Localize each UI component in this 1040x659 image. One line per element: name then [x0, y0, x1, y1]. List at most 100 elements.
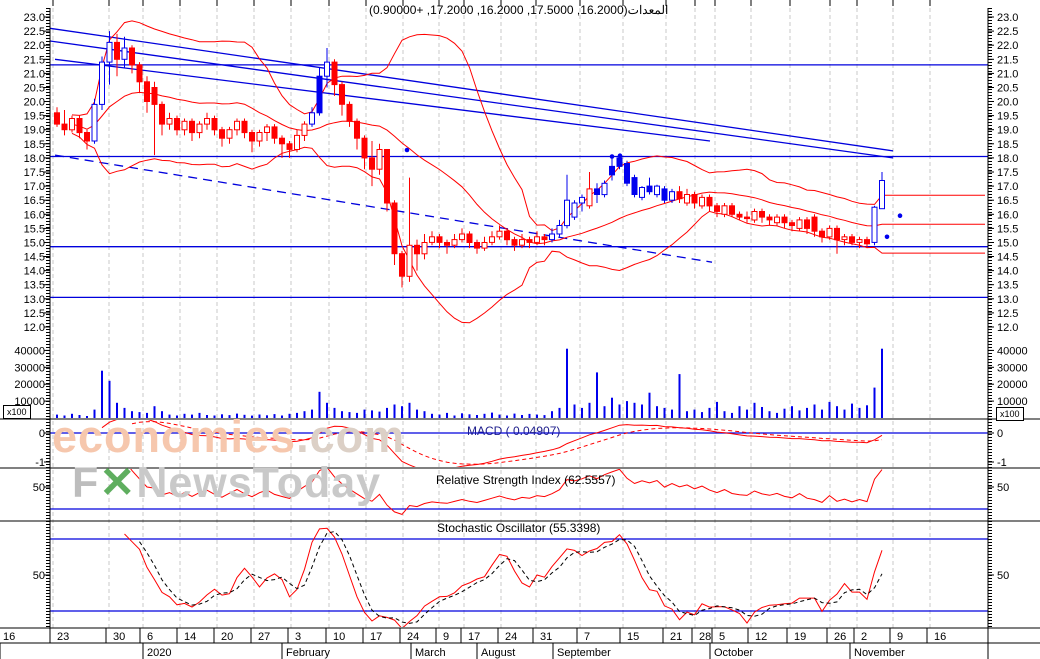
svg-text:18.5: 18.5	[997, 139, 1018, 151]
svg-text:16.5: 16.5	[24, 195, 45, 207]
security-name: المعدات	[627, 3, 669, 17]
svg-text:26: 26	[834, 631, 846, 643]
stochastic-indicator-label: Stochastic Oscillator (55.3398)	[437, 521, 601, 535]
svg-text:28: 28	[699, 631, 711, 643]
svg-text:10: 10	[333, 631, 345, 643]
svg-text:9: 9	[443, 631, 449, 643]
svg-text:21.0: 21.0	[997, 68, 1018, 80]
svg-text:15.0: 15.0	[997, 237, 1018, 249]
svg-text:40000: 40000	[14, 345, 45, 357]
ohlc-values: (16.2000, 17.5000, 16.2000, 17.2000, +0.…	[369, 3, 628, 17]
svg-text:17: 17	[468, 631, 480, 643]
svg-text:40000: 40000	[997, 345, 1028, 357]
svg-text:9: 9	[897, 631, 903, 643]
svg-text:19.5: 19.5	[24, 111, 45, 123]
svg-text:August: August	[481, 647, 515, 659]
svg-text:14.0: 14.0	[24, 266, 45, 278]
svg-text:13.5: 13.5	[24, 280, 45, 292]
left-axis-minor-ticks	[46, 8, 50, 628]
svg-text:3: 3	[295, 631, 301, 643]
svg-text:17.5: 17.5	[997, 167, 1018, 179]
svg-text:15.5: 15.5	[24, 223, 45, 235]
svg-text:16.0: 16.0	[997, 209, 1018, 221]
svg-text:16: 16	[3, 631, 15, 643]
svg-text:30000: 30000	[997, 362, 1028, 374]
svg-text:16.0: 16.0	[24, 209, 45, 221]
volume-scale-badge-right: x100	[996, 407, 1024, 421]
svg-text:18.0: 18.0	[24, 153, 45, 165]
svg-text:20.0: 20.0	[24, 97, 45, 109]
svg-text:18.0: 18.0	[997, 153, 1018, 165]
svg-text:21.5: 21.5	[997, 54, 1018, 66]
svg-text:12: 12	[755, 631, 767, 643]
volume-scale-badge-left: x100	[3, 405, 31, 419]
svg-text:February: February	[286, 647, 331, 659]
svg-text:2020: 2020	[147, 647, 171, 659]
svg-text:31: 31	[540, 631, 552, 643]
svg-text:50: 50	[997, 570, 1009, 582]
svg-text:24: 24	[505, 631, 517, 643]
svg-text:-1: -1	[997, 457, 1007, 469]
svg-text:30000: 30000	[14, 362, 45, 374]
svg-text:13.0: 13.0	[997, 294, 1018, 306]
svg-text:14.0: 14.0	[997, 266, 1018, 278]
svg-text:16: 16	[934, 631, 946, 643]
svg-text:30: 30	[113, 631, 125, 643]
svg-text:17.0: 17.0	[997, 181, 1018, 193]
svg-text:14.5: 14.5	[997, 252, 1018, 264]
svg-text:November: November	[854, 647, 905, 659]
svg-text:19: 19	[794, 631, 806, 643]
svg-text:16.5: 16.5	[997, 195, 1018, 207]
economies-watermark: economies.com	[52, 411, 406, 462]
svg-text:27: 27	[258, 631, 270, 643]
svg-text:19.5: 19.5	[997, 111, 1018, 123]
right-axis-minor-ticks	[988, 8, 992, 628]
svg-text:20.5: 20.5	[24, 82, 45, 94]
svg-text:22.5: 22.5	[24, 26, 45, 38]
svg-text:14: 14	[184, 631, 196, 643]
svg-text:0: 0	[997, 428, 1003, 440]
svg-text:5: 5	[719, 631, 725, 643]
svg-text:50: 50	[33, 482, 45, 494]
svg-text:23: 23	[57, 631, 69, 643]
svg-text:24: 24	[407, 631, 419, 643]
svg-text:6: 6	[147, 631, 153, 643]
macd-indicator-label: MACD ( 0.04907)	[467, 424, 561, 438]
svg-text:20000: 20000	[997, 379, 1028, 391]
svg-text:13.0: 13.0	[24, 294, 45, 306]
svg-text:23.0: 23.0	[997, 12, 1018, 24]
svg-text:20.0: 20.0	[997, 97, 1018, 109]
svg-text:15: 15	[627, 631, 639, 643]
svg-text:22.5: 22.5	[997, 26, 1018, 38]
svg-text:17.5: 17.5	[24, 167, 45, 179]
svg-text:21.5: 21.5	[24, 54, 45, 66]
svg-text:20: 20	[221, 631, 233, 643]
svg-text:October: October	[714, 647, 753, 659]
svg-text:10000: 10000	[997, 396, 1028, 408]
svg-text:21.0: 21.0	[24, 68, 45, 80]
svg-text:50: 50	[997, 482, 1009, 494]
svg-text:22.0: 22.0	[997, 40, 1018, 52]
svg-text:21: 21	[670, 631, 682, 643]
svg-text:22.0: 22.0	[24, 40, 45, 52]
svg-text:7: 7	[584, 631, 590, 643]
svg-text:0: 0	[39, 428, 45, 440]
svg-text:-1: -1	[35, 457, 45, 469]
svg-text:12.0: 12.0	[24, 322, 45, 334]
svg-text:March: March	[415, 647, 446, 659]
svg-text:12.5: 12.5	[997, 308, 1018, 320]
svg-text:12.5: 12.5	[24, 308, 45, 320]
svg-text:50: 50	[33, 570, 45, 582]
svg-text:18.5: 18.5	[24, 139, 45, 151]
svg-text:14.5: 14.5	[24, 252, 45, 264]
svg-text:19.0: 19.0	[24, 125, 45, 137]
svg-text:15.0: 15.0	[24, 237, 45, 249]
svg-text:17.0: 17.0	[24, 181, 45, 193]
x-logo-icon: ✕	[99, 459, 137, 507]
svg-text:20000: 20000	[14, 379, 45, 391]
fxnewstoday-watermark: F✕NewsToday	[72, 459, 382, 507]
svg-text:13.5: 13.5	[997, 280, 1018, 292]
svg-text:15.5: 15.5	[997, 223, 1018, 235]
